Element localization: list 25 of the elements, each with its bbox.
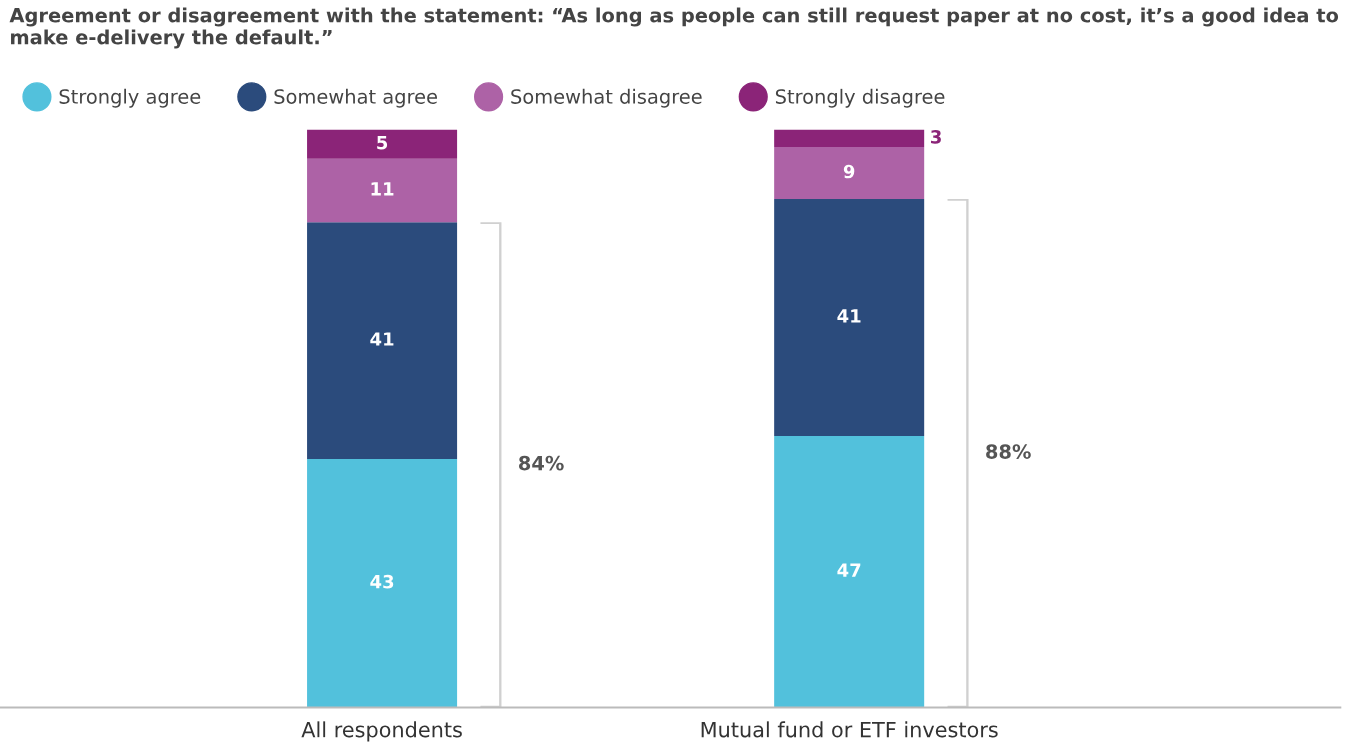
bar: [774, 435, 925, 708]
data-label: 47: [837, 563, 861, 577]
legend-label: Somewhat agree: [274, 88, 437, 108]
data-label: 3: [931, 130, 941, 144]
chart-title: Agreement or disagreement with the statement: “As long as people can still request paper at no cost, it’s a good idea to make e-delivery the default.”: [9, 7, 1339, 49]
bar: [307, 222, 458, 460]
legend-label: Strongly agree: [59, 88, 201, 108]
data-label: 5: [377, 136, 388, 150]
legend-label: Somewhat disagree: [511, 88, 702, 108]
data-label: 9: [843, 164, 855, 179]
bar: [774, 199, 925, 436]
legend-label: Strongly disagree: [775, 88, 945, 108]
bar: [307, 459, 458, 708]
annotation: 84%: [519, 455, 564, 471]
bar: [307, 158, 458, 223]
annotation: 88%: [986, 444, 1031, 459]
data-label: 41: [837, 309, 861, 323]
bar: [774, 147, 925, 200]
data-label: 11: [371, 182, 394, 196]
x-tick-label: Mutual fund or ETF investors: [701, 721, 998, 738]
data-label: 41: [370, 332, 394, 346]
bar: [774, 129, 925, 148]
data-label: 43: [370, 574, 394, 589]
bar: [307, 129, 458, 159]
x-tick-label: All respondents: [301, 721, 462, 742]
